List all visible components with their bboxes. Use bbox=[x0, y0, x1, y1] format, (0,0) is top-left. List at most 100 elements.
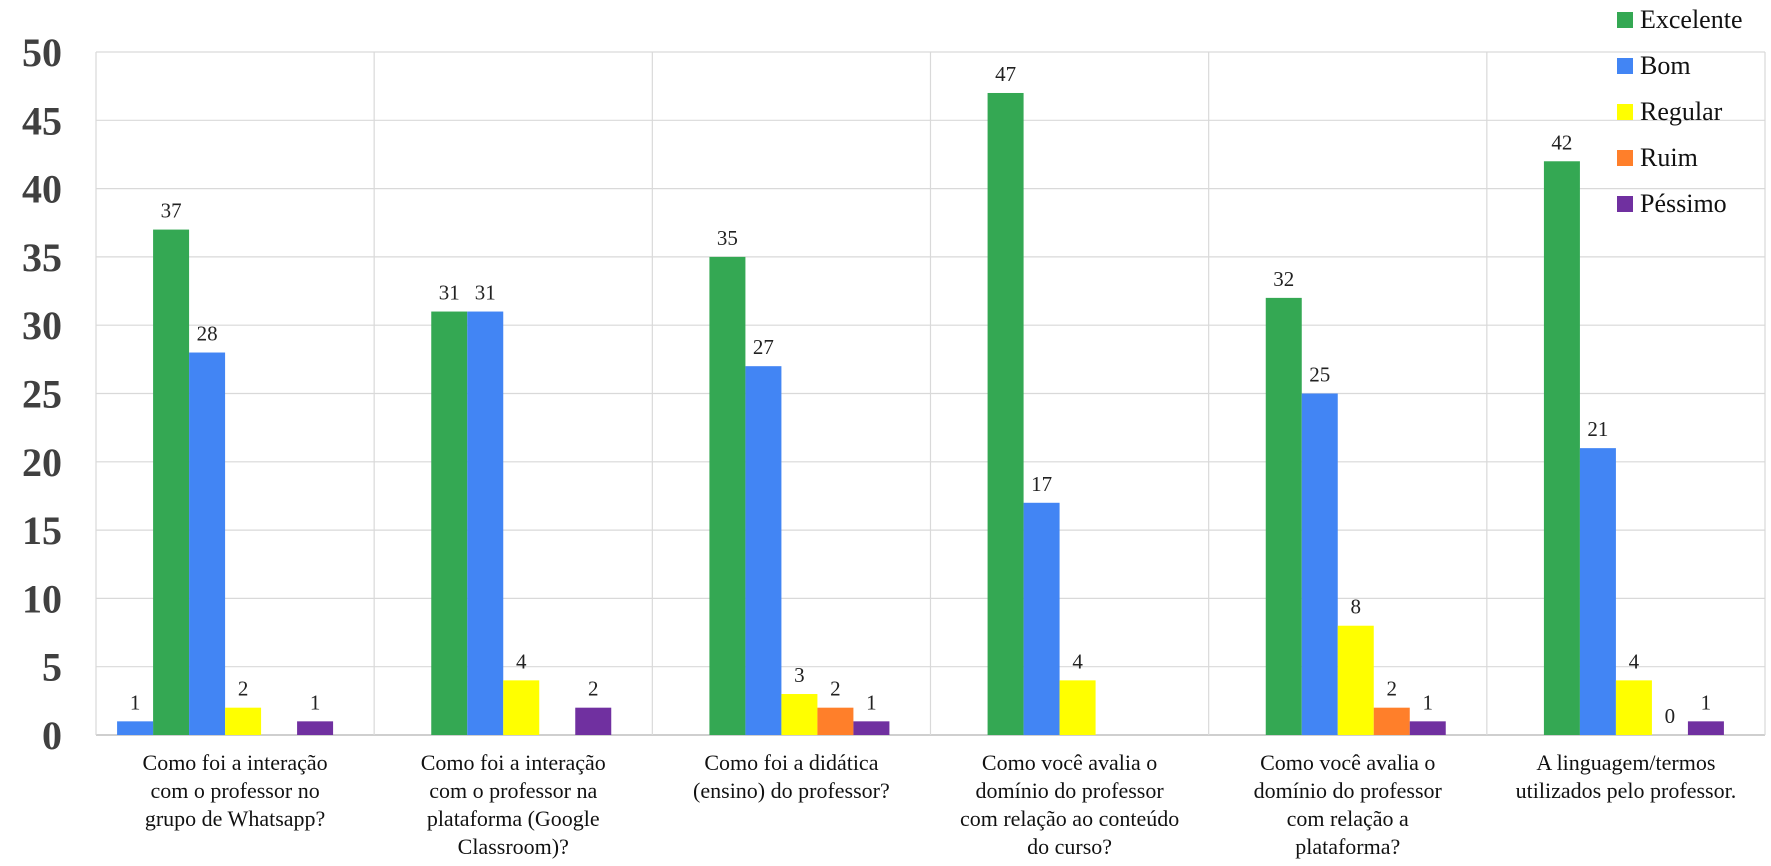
legend-swatch-ruim bbox=[1617, 150, 1633, 166]
data-label: 0 bbox=[1665, 704, 1676, 728]
category-label: com o professor na bbox=[429, 778, 597, 803]
data-label: 1 bbox=[130, 690, 141, 714]
bar-regular bbox=[1615, 680, 1652, 735]
bar-bom bbox=[189, 352, 226, 735]
data-label: 1 bbox=[866, 690, 877, 714]
category-labels: Como foi a interação com o professor no gr… bbox=[143, 750, 1737, 859]
data-label: 8 bbox=[1351, 595, 1362, 619]
data-label: 2 bbox=[588, 677, 599, 701]
category-label: do curso? bbox=[1027, 834, 1112, 859]
bar-excelente bbox=[1265, 297, 1302, 735]
bar-excelente bbox=[1543, 161, 1580, 735]
category-label: Como você avalia o bbox=[982, 750, 1157, 775]
data-label: 37 bbox=[161, 199, 182, 223]
legend-swatch-bom bbox=[1617, 58, 1633, 74]
bar-extra bbox=[117, 721, 154, 735]
y-tick-label: 45 bbox=[22, 98, 62, 143]
bar-bom bbox=[467, 311, 504, 735]
category-label: com relação a bbox=[1287, 806, 1409, 831]
category-label: utilizados pelo professor. bbox=[1516, 778, 1737, 803]
legend: Excelente Bom Regular Ruim Péssimo bbox=[1617, 5, 1743, 218]
bar-regular bbox=[1337, 625, 1374, 735]
category-label: plataforma (Google bbox=[427, 806, 600, 831]
y-tick-label: 15 bbox=[22, 508, 62, 553]
bar-péssimo bbox=[297, 721, 334, 735]
data-label: 1 bbox=[310, 690, 321, 714]
data-label: 28 bbox=[197, 322, 218, 346]
category-label: Como você avalia o bbox=[1260, 750, 1435, 775]
category-label: grupo de Whatsapp? bbox=[145, 806, 325, 831]
bar-excelente bbox=[431, 311, 468, 735]
y-tick-label: 40 bbox=[22, 167, 62, 212]
category-label: Como foi a interação bbox=[143, 750, 328, 775]
bar-ruim bbox=[817, 707, 854, 735]
category-label: domínio do professor bbox=[975, 778, 1164, 803]
bar-péssimo bbox=[1687, 721, 1724, 735]
legend-label: Excelente bbox=[1640, 5, 1743, 34]
category-label: Como foi a didática bbox=[704, 750, 878, 775]
bar-bom bbox=[745, 366, 782, 735]
legend-label: Bom bbox=[1640, 51, 1691, 80]
category-label: domínio do professor bbox=[1254, 778, 1443, 803]
y-tick-label: 35 bbox=[22, 235, 62, 280]
bar-péssimo bbox=[1409, 721, 1446, 735]
bar-excelente bbox=[709, 256, 746, 735]
data-label: 4 bbox=[1072, 649, 1083, 673]
legend-label: Ruim bbox=[1640, 143, 1698, 172]
legend-label: Péssimo bbox=[1640, 189, 1727, 218]
legend-swatch-regular bbox=[1617, 104, 1633, 120]
legend-label: Regular bbox=[1640, 97, 1723, 126]
y-tick-label: 5 bbox=[42, 645, 62, 690]
data-label: 1 bbox=[1423, 690, 1434, 714]
bar-regular bbox=[781, 694, 818, 735]
data-label: 4 bbox=[516, 649, 527, 673]
data-label: 2 bbox=[830, 677, 841, 701]
y-tick-label: 10 bbox=[22, 576, 62, 621]
data-label: 21 bbox=[1587, 417, 1608, 441]
data-label: 3 bbox=[794, 663, 805, 687]
bar-ruim bbox=[1373, 707, 1410, 735]
category-label: com relação ao conteúdo bbox=[960, 806, 1179, 831]
category-label: Classroom)? bbox=[458, 834, 569, 859]
category-label: plataforma? bbox=[1295, 834, 1400, 859]
data-label: 31 bbox=[439, 281, 460, 305]
data-label: 47 bbox=[995, 62, 1016, 86]
bar-regular bbox=[1059, 680, 1096, 735]
bar-regular bbox=[225, 707, 262, 735]
data-label: 35 bbox=[717, 226, 738, 250]
data-label: 1 bbox=[1701, 690, 1712, 714]
y-tick-label: 30 bbox=[22, 303, 62, 348]
category-label: Como foi a interação bbox=[421, 750, 606, 775]
data-label: 2 bbox=[1387, 677, 1398, 701]
data-label: 2 bbox=[238, 677, 249, 701]
bar-regular bbox=[503, 680, 540, 735]
data-label: 42 bbox=[1551, 130, 1572, 154]
y-tick-label: 25 bbox=[22, 372, 62, 417]
bar-péssimo bbox=[853, 721, 890, 735]
data-label: 31 bbox=[475, 281, 496, 305]
bar-péssimo bbox=[575, 707, 612, 735]
data-label: 32 bbox=[1273, 267, 1294, 291]
category-label: com o professor no bbox=[150, 778, 319, 803]
data-label: 4 bbox=[1629, 649, 1640, 673]
bar-bom bbox=[1579, 448, 1616, 735]
category-label: (ensino) do professor? bbox=[693, 778, 890, 803]
bar-bom bbox=[1301, 393, 1338, 735]
data-label: 27 bbox=[753, 335, 774, 359]
y-tick-label: 0 bbox=[42, 713, 62, 758]
category-label: A linguagem/termos bbox=[1536, 750, 1715, 775]
bars bbox=[117, 92, 1724, 736]
y-tick-label: 50 bbox=[22, 30, 62, 75]
data-label: 25 bbox=[1309, 363, 1330, 387]
y-tick-label: 20 bbox=[22, 440, 62, 485]
legend-swatch-péssimo bbox=[1617, 196, 1633, 212]
bar-excelente bbox=[153, 229, 190, 735]
y-axis-ticks: 0 5 10 15 20 25 30 35 40 45 50 bbox=[22, 30, 62, 758]
legend-swatch-excelente bbox=[1617, 12, 1633, 28]
gridlines bbox=[95, 51, 1766, 736]
bar-bom bbox=[1023, 502, 1060, 735]
data-label: 17 bbox=[1031, 472, 1052, 496]
bar-excelente bbox=[987, 92, 1024, 736]
